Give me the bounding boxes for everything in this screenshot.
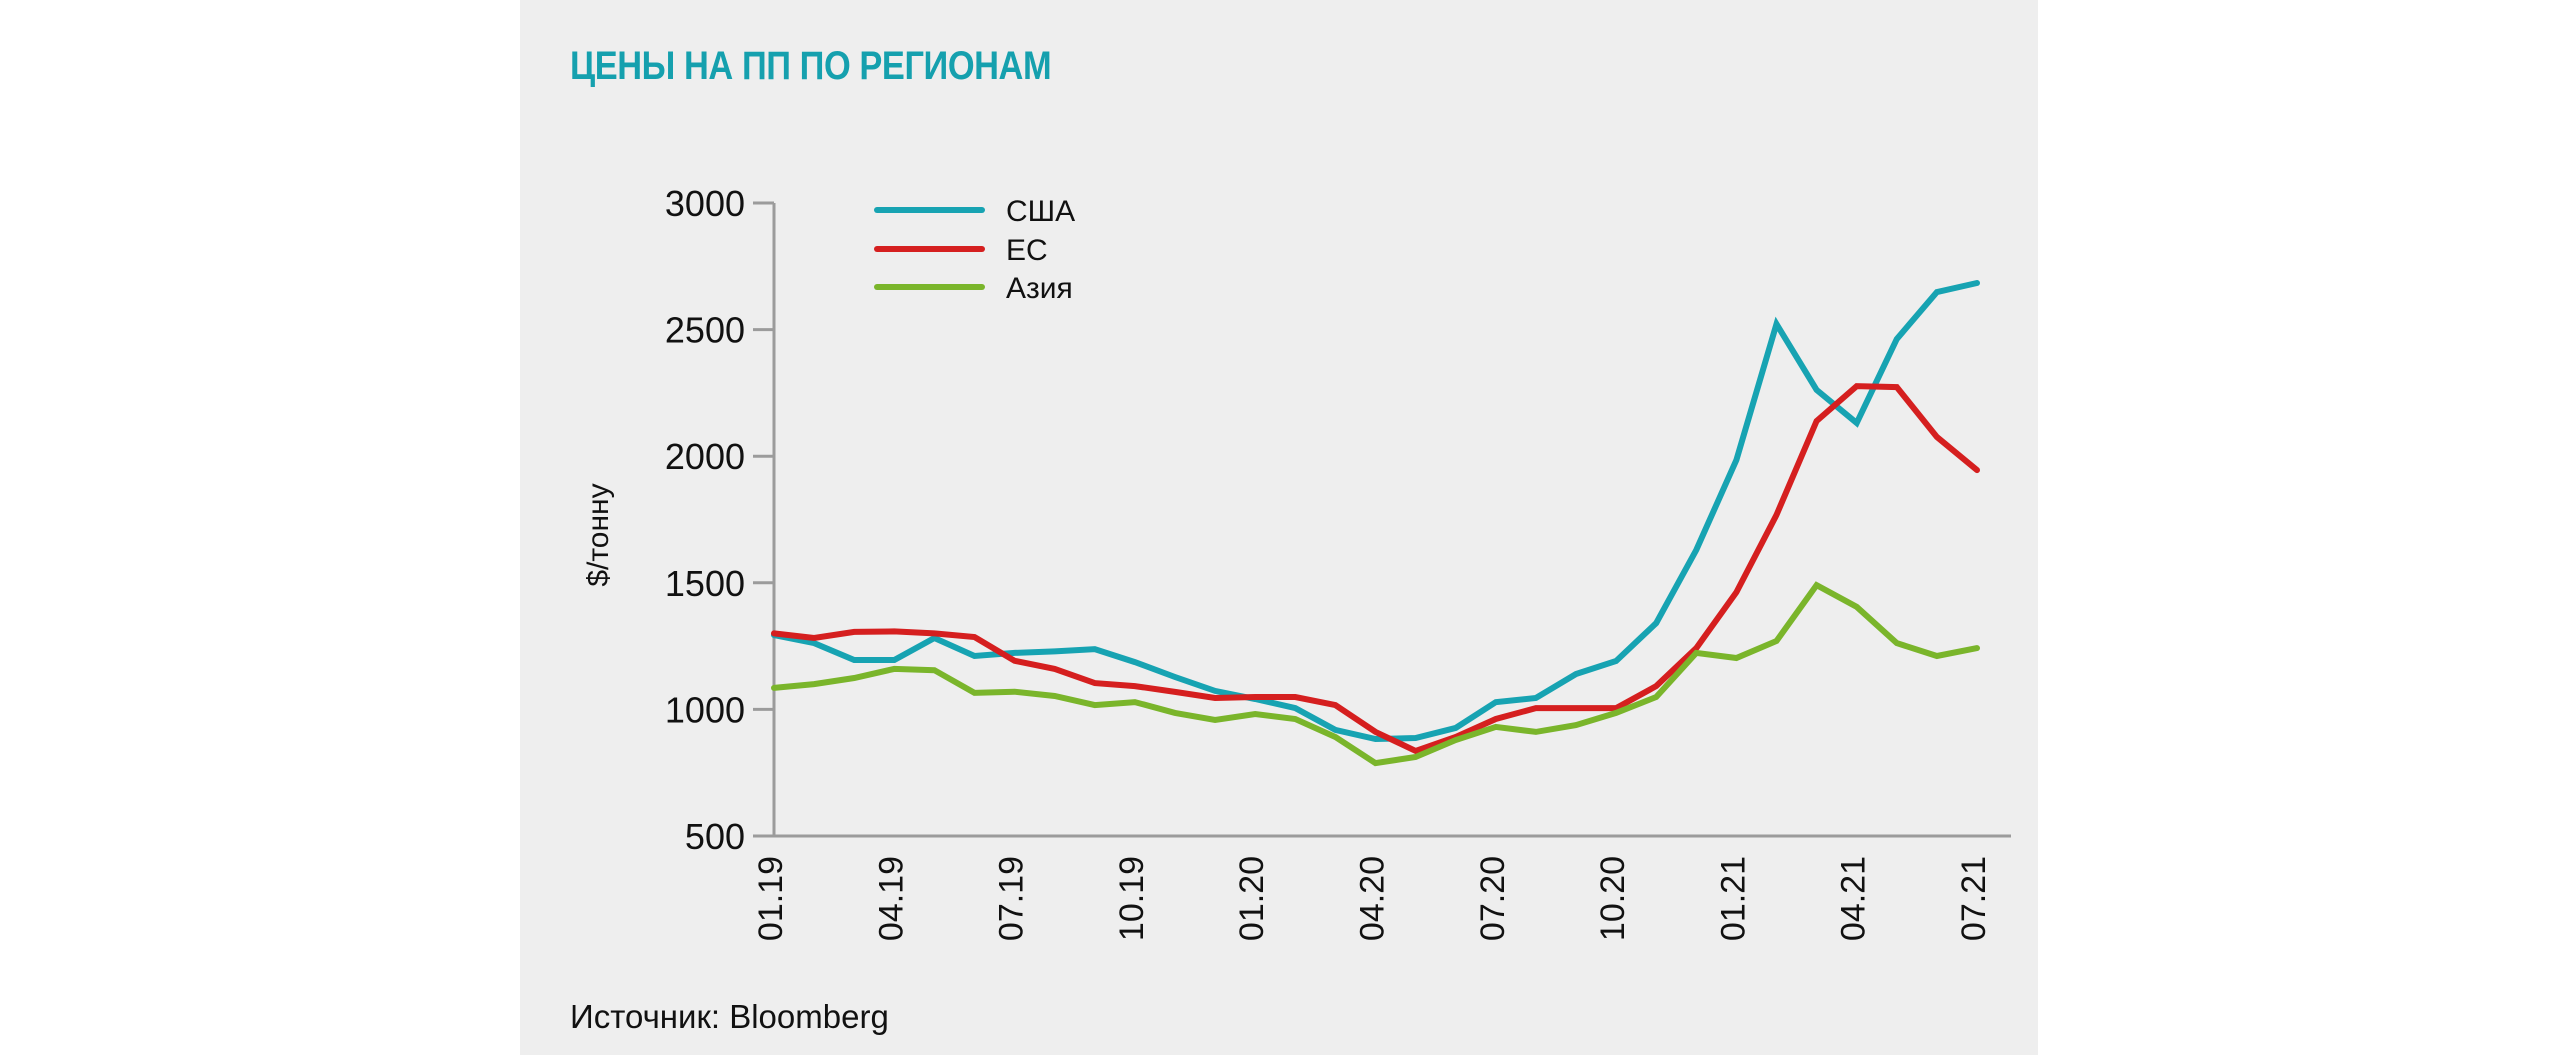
x-tick-label: 04.20 <box>1354 856 1392 941</box>
y-tick-label: 2500 <box>665 310 745 351</box>
x-tick-label: 04.19 <box>872 856 910 941</box>
x-tick-label: 04.21 <box>1835 856 1873 941</box>
legend-label-asia: Азия <box>1006 272 1073 305</box>
x-tick-label: 07.20 <box>1474 856 1512 941</box>
x-tick-label: 01.19 <box>752 856 790 941</box>
series-line-asia <box>771 581 1980 767</box>
y-tick-label: 3000 <box>665 183 745 224</box>
x-tick-label: 07.19 <box>993 856 1031 941</box>
y-axis: 500 1000 1500 2000 2500 3000 <box>665 183 776 857</box>
x-tick-label: 01.20 <box>1233 856 1271 941</box>
legend-label-eu: ЕС <box>1006 234 1048 267</box>
chart-title: ЦЕНЫ НА ПП ПО РЕГИОНАМ <box>570 44 1052 88</box>
x-tick-label: 10.19 <box>1113 856 1151 941</box>
x-tick-label: 01.21 <box>1714 856 1752 941</box>
y-axis-title: $/тонну <box>582 483 615 586</box>
series-line-eu <box>771 383 1980 755</box>
y-tick-label: 2000 <box>665 436 745 477</box>
series-line-usa <box>771 280 1980 743</box>
x-tick-label: 07.21 <box>1955 856 1993 941</box>
series-group <box>771 280 1980 767</box>
y-tick-label: 500 <box>685 816 745 857</box>
legend-label-usa: США <box>1006 195 1075 228</box>
y-tick-label: 1500 <box>665 563 745 604</box>
source-note: Источник: Bloomberg <box>570 998 889 1035</box>
legend: США ЕС Азия <box>874 195 1075 305</box>
x-axis: 01.19 04.19 07.19 10.19 01.20 04.20 07.20 10.20… <box>752 834 2011 941</box>
x-tick-label: 10.20 <box>1594 856 1632 941</box>
y-tick-label: 1000 <box>665 689 745 730</box>
